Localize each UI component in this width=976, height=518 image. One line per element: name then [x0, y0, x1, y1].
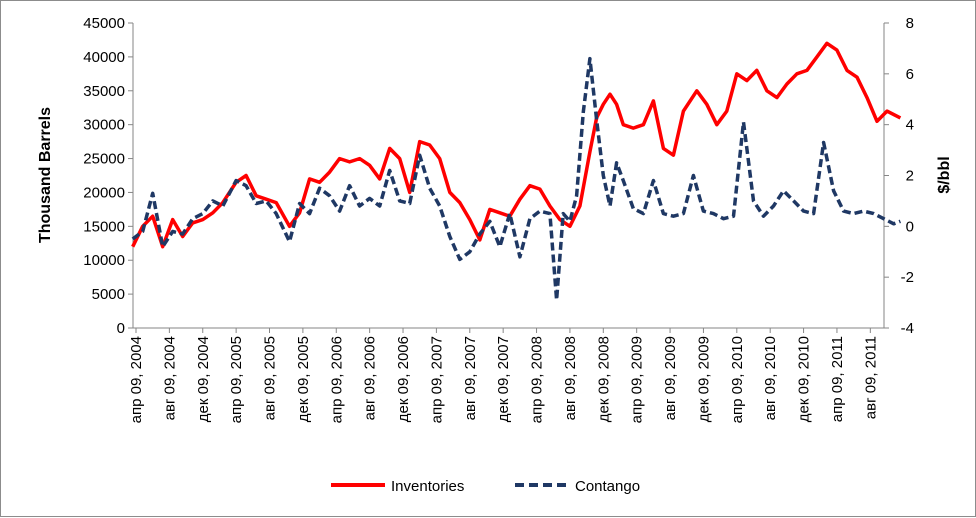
axes: [132, 23, 885, 329]
right-tick-label: -2: [901, 269, 914, 286]
legend: Inventories Contango: [331, 478, 640, 495]
right-tick-label: 6: [906, 66, 914, 83]
left-tick-label: 5000: [92, 286, 125, 303]
x-tick-label: апр 09, 2008: [529, 336, 546, 423]
right-tick-label: 2: [906, 168, 914, 185]
x-tick-label: апр 09, 2004: [128, 336, 145, 423]
x-tick-label: апр 09, 2011: [829, 336, 846, 422]
legend-inventories-label: Inventories: [391, 478, 464, 495]
left-tick-label: 15000: [83, 218, 125, 235]
series-inventories-line: [131, 41, 902, 249]
left-axis-ticks: 0 5000 10000 15000 20000 25000 30000 35000 40000…: [83, 15, 133, 337]
legend-contango-label: Contango: [575, 478, 640, 495]
left-tick-label: 25000: [83, 151, 125, 168]
left-tick-label: 40000: [83, 49, 125, 66]
x-tick-label: авг 09, 2005: [262, 336, 279, 420]
x-tick-label: авг 09, 2007: [462, 336, 479, 420]
left-tick-label: 20000: [83, 184, 125, 201]
left-tick-label: 35000: [83, 83, 125, 100]
x-tick-label: авг 09, 2009: [662, 336, 679, 420]
right-axis-ticks: -4 -2 0 2 4 6 8: [884, 15, 914, 337]
right-tick-label: -4: [901, 320, 914, 337]
x-tick-label: дек 09, 2006: [395, 336, 412, 422]
right-tick-label: 8: [906, 15, 914, 32]
right-axis-title: $/bbl: [936, 156, 953, 193]
x-tick-label: дек 09, 2009: [695, 336, 712, 422]
x-tick-label: дек 09, 2005: [295, 336, 312, 422]
left-axis-title: Thousand Barrels: [37, 107, 54, 243]
x-tick-label: авг 09, 2011: [862, 336, 879, 419]
right-tick-label: 0: [906, 218, 914, 235]
x-tick-label: апр 09, 2006: [328, 336, 345, 423]
x-tick-label: апр 09, 2005: [228, 336, 245, 423]
x-tick-label: авг 09, 2004: [161, 336, 178, 420]
x-tick-label: авг 09, 2006: [362, 336, 379, 420]
x-tick-label: апр 09, 2009: [629, 336, 646, 423]
right-tick-label: 4: [906, 117, 914, 134]
x-tick-label: апр 09, 2010: [729, 336, 746, 423]
x-tick-label: дек 09, 2004: [195, 336, 212, 422]
x-tick-label: авг 09, 2008: [562, 336, 579, 420]
left-tick-label: 45000: [83, 15, 125, 32]
x-tick-label: апр 09, 2007: [428, 336, 445, 423]
x-tick-label: дек 09, 2007: [495, 336, 512, 422]
left-tick-label: 0: [117, 320, 125, 337]
series-group: [131, 41, 902, 302]
x-axis-ticks: апр 09, 2004 авг 09, 2004 дек 09, 2004 апр …: [128, 328, 879, 423]
left-tick-label: 30000: [83, 117, 125, 134]
x-tick-label: дек 09, 2008: [595, 336, 612, 422]
left-tick-label: 10000: [83, 252, 125, 269]
x-tick-label: дек 09, 2010: [796, 336, 813, 422]
series-contango-line: [131, 56, 902, 302]
x-tick-label: авг 09, 2010: [762, 336, 779, 420]
